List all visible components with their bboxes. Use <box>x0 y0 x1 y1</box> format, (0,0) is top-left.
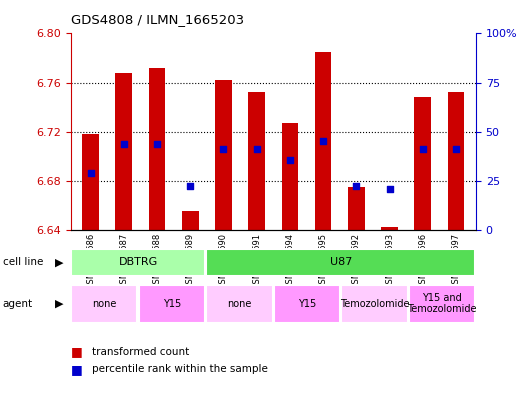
Bar <box>139 285 205 323</box>
Bar <box>182 211 199 230</box>
Text: GDS4808 / ILMN_1665203: GDS4808 / ILMN_1665203 <box>71 13 244 26</box>
Text: DBTRG: DBTRG <box>119 257 158 267</box>
Bar <box>71 249 205 276</box>
Text: none: none <box>228 299 252 309</box>
Point <box>186 182 195 189</box>
Point <box>120 141 128 147</box>
Text: ▶: ▶ <box>55 257 63 267</box>
Bar <box>448 92 464 230</box>
Point <box>219 146 228 152</box>
Point <box>286 157 294 163</box>
Bar <box>149 68 165 230</box>
Bar <box>381 228 398 230</box>
Text: Temozolomide: Temozolomide <box>340 299 410 309</box>
Bar <box>207 249 475 276</box>
Text: cell line: cell line <box>3 257 43 267</box>
Point <box>352 182 360 189</box>
Point <box>86 170 95 176</box>
Point <box>153 141 161 147</box>
Bar <box>409 285 475 323</box>
Bar <box>71 285 138 323</box>
Bar <box>248 92 265 230</box>
Point <box>418 146 427 152</box>
Bar <box>207 285 272 323</box>
Bar <box>82 134 99 230</box>
Point <box>385 186 394 193</box>
Text: Y15: Y15 <box>298 299 316 309</box>
Text: ■: ■ <box>71 363 82 376</box>
Bar <box>281 123 298 230</box>
Text: none: none <box>92 299 117 309</box>
Bar <box>274 285 340 323</box>
Text: Y15 and
Temozolomide: Y15 and Temozolomide <box>407 293 477 314</box>
Text: ■: ■ <box>71 345 82 358</box>
Text: percentile rank within the sample: percentile rank within the sample <box>92 364 267 375</box>
Point <box>452 146 460 152</box>
Point <box>253 146 261 152</box>
Text: ▶: ▶ <box>55 299 63 309</box>
Point <box>319 138 327 145</box>
Bar <box>116 73 132 230</box>
Bar <box>348 187 365 230</box>
Bar <box>342 285 408 323</box>
Text: U87: U87 <box>329 257 352 267</box>
Text: Y15: Y15 <box>163 299 181 309</box>
Bar <box>414 97 431 230</box>
Text: transformed count: transformed count <box>92 347 189 357</box>
Text: agent: agent <box>3 299 33 309</box>
Bar <box>315 52 332 230</box>
Bar <box>215 80 232 230</box>
